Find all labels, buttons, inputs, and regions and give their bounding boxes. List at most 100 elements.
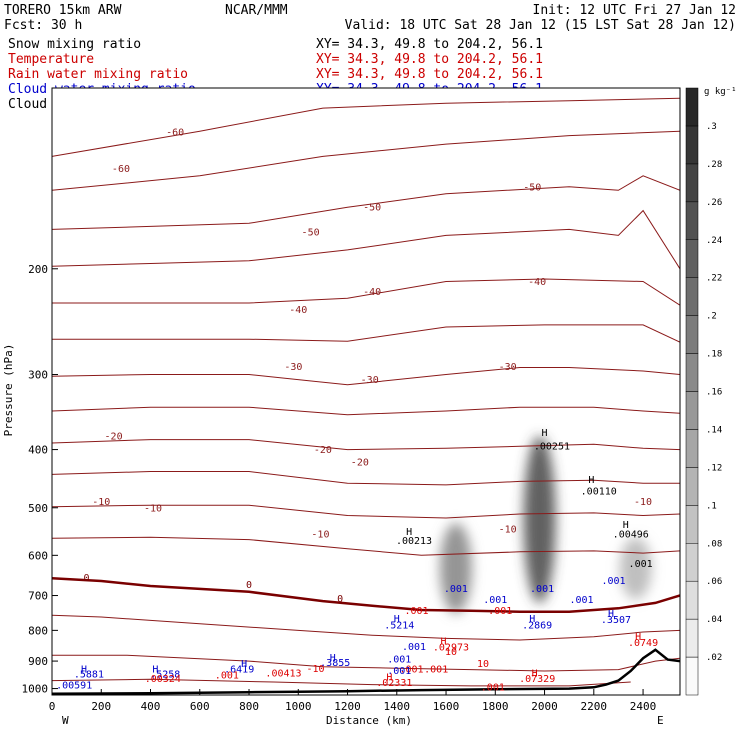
contour-label: 10 bbox=[477, 659, 489, 670]
contour-label: 10 bbox=[445, 647, 457, 658]
y-axis: 200 300 400 500 600 700 800 900 1000 bbox=[22, 263, 58, 696]
y-axis-label: Pressure (hPa) bbox=[2, 344, 15, 437]
isotherm bbox=[52, 406, 680, 416]
contour-label: .00251 bbox=[534, 442, 570, 453]
colorbar-swatch bbox=[685, 87, 699, 127]
x-tick-label: 200 bbox=[91, 700, 111, 713]
x-tick-label: 2400 bbox=[630, 700, 657, 713]
colorbar-tick-label: .14 bbox=[706, 425, 722, 435]
contour-label: -20 bbox=[314, 445, 332, 456]
contour-label: H bbox=[394, 614, 400, 625]
contour-label: H bbox=[386, 673, 392, 684]
colorbar-swatch bbox=[685, 163, 699, 203]
x-tick-label: 1600 bbox=[433, 700, 460, 713]
isotherm bbox=[52, 439, 680, 451]
temperature-contours bbox=[52, 97, 680, 687]
plot-area bbox=[52, 88, 680, 695]
contour-label: .001 bbox=[424, 664, 448, 675]
contour-label: -30 bbox=[499, 362, 517, 373]
colorbar-swatch bbox=[685, 239, 699, 278]
y-tick-label: 400 bbox=[28, 444, 48, 457]
contour-label: -20 bbox=[351, 457, 369, 468]
plot-frame bbox=[51, 87, 681, 696]
field-xy: XY= 34.3, 49.8 to 204.2, 56.1 bbox=[316, 37, 543, 52]
contour-label: -50 bbox=[363, 203, 381, 214]
x-tick-label: 600 bbox=[190, 700, 210, 713]
contour-label: H bbox=[623, 520, 629, 531]
x-axis-east-label: E bbox=[657, 714, 664, 727]
terrain-profile bbox=[52, 648, 680, 695]
contour-label: H bbox=[532, 669, 538, 680]
contour-label: H bbox=[241, 659, 247, 670]
colorbar-swatch bbox=[685, 277, 699, 316]
x-tick-label: 1800 bbox=[482, 700, 509, 713]
colorbar-tick-label: .26 bbox=[706, 198, 722, 208]
isotherm bbox=[52, 471, 680, 486]
y-tick-label: 700 bbox=[28, 590, 48, 603]
y-tick-label: 300 bbox=[28, 369, 48, 382]
x-tick-label: 0 bbox=[49, 700, 56, 713]
contour-label: -40 bbox=[289, 305, 307, 316]
contour-label: -10 bbox=[499, 525, 517, 536]
contour-label: -10 bbox=[306, 664, 324, 675]
colorbar-tick-label: .28 bbox=[706, 160, 722, 170]
contour-label: .00496 bbox=[613, 529, 649, 540]
x-tick-label: 1200 bbox=[334, 700, 361, 713]
contour-label: -10 bbox=[144, 503, 162, 514]
contour-label: .001 bbox=[215, 670, 239, 681]
isotherm bbox=[52, 278, 680, 306]
field-name: Temperature bbox=[8, 52, 94, 67]
isotherm bbox=[52, 367, 680, 386]
isotherm bbox=[52, 614, 680, 641]
colorbar-tick-label: .12 bbox=[706, 463, 722, 473]
contour-label: H bbox=[608, 609, 614, 620]
contour-label: .00591 bbox=[56, 681, 92, 692]
isotherm bbox=[52, 678, 631, 687]
contour-label: -30 bbox=[361, 375, 379, 386]
isotherm bbox=[52, 576, 680, 614]
snow-plume bbox=[523, 436, 556, 603]
contour-label: .001 bbox=[483, 595, 507, 606]
contour-label: H bbox=[635, 632, 641, 643]
contour-label: H bbox=[588, 475, 594, 486]
x-axis-label: Distance (km) bbox=[326, 714, 412, 727]
contour-label: -10 bbox=[311, 529, 329, 540]
isotherm bbox=[52, 324, 680, 343]
contour-label: .001 bbox=[629, 559, 653, 570]
x-axis-west-label: W bbox=[62, 714, 69, 727]
colorbar-tick-label: .08 bbox=[706, 539, 722, 549]
contour-label: -10 bbox=[92, 497, 110, 508]
contour-label: .001 bbox=[387, 666, 411, 677]
isotherm bbox=[52, 536, 680, 556]
contour-label: .5881 bbox=[74, 669, 104, 680]
y-tick-label: 800 bbox=[28, 624, 48, 637]
field-xy: XY= 34.3, 49.8 to 204.2, 56.1 bbox=[316, 67, 543, 82]
y-tick-label: 900 bbox=[28, 655, 48, 668]
colorbar-tick-label: .1 bbox=[706, 501, 717, 511]
init-time: Init: 12 UTC Fri 27 Jan 12 bbox=[533, 3, 737, 18]
colorbar-tick-label: .3 bbox=[706, 122, 717, 132]
contour-label: .001 bbox=[404, 606, 428, 617]
contour-label: -20 bbox=[105, 432, 123, 443]
contour-label: H bbox=[529, 614, 535, 625]
contour-label: 0 bbox=[337, 594, 343, 605]
contour-label: .001 bbox=[530, 584, 554, 595]
colorbar-swatch bbox=[685, 125, 699, 165]
contour-label: H bbox=[542, 428, 548, 439]
contour-label: .5258 bbox=[150, 669, 180, 680]
contour-label: H bbox=[330, 653, 336, 664]
contour-label: 0 bbox=[83, 573, 89, 584]
contour-labels: -60 -60 -50 -50 -50 -40 -40 -40 -30 -30 -30 -20 -20 -… bbox=[56, 128, 658, 694]
colorbar-swatch bbox=[685, 656, 699, 696]
contour-label: .02331 bbox=[376, 678, 412, 689]
contour-label: H bbox=[406, 527, 412, 538]
contour-label: .001 bbox=[402, 642, 426, 653]
colorbar-swatch bbox=[685, 580, 699, 620]
contour-label: H bbox=[81, 664, 87, 675]
contour-label: .0749 bbox=[628, 638, 658, 649]
contour-label: -40 bbox=[363, 287, 381, 298]
contour-label: -10 bbox=[634, 497, 652, 508]
contour-label: .2869 bbox=[522, 621, 552, 632]
snow-shading bbox=[439, 436, 652, 614]
contour-label: .3855 bbox=[320, 658, 350, 669]
